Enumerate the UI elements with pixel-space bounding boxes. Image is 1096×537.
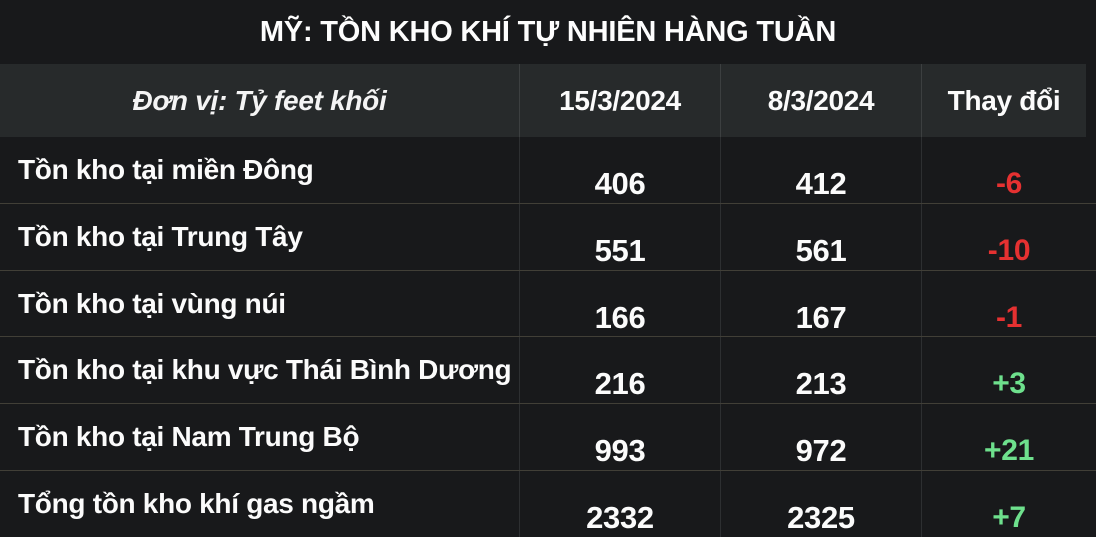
current-week-value: 993 — [519, 404, 720, 471]
row-label: Tổng tồn kho khí gas ngầm — [18, 488, 375, 520]
previous-week-value: 167 — [720, 270, 921, 337]
header-right-gap — [1086, 64, 1096, 137]
change-value: -6 — [921, 137, 1096, 203]
change-value: +3 — [921, 337, 1096, 404]
current-week-value: 406 — [519, 137, 720, 203]
previous-week-value: 561 — [720, 203, 921, 270]
unit-label: Đơn vị: Tỷ feet khối — [0, 64, 519, 137]
change-value: -10 — [921, 203, 1096, 270]
table-row: Tổng tồn kho khí gas ngầm 2332 2325 +7 — [0, 470, 1096, 537]
column-header-current-week: 15/3/2024 — [519, 64, 720, 137]
change-value: -1 — [921, 270, 1096, 337]
table-header-row: Đơn vị: Tỷ feet khối 15/3/2024 8/3/2024 … — [0, 64, 1096, 137]
row-label: Tồn kho tại miền Đông — [18, 153, 314, 185]
table-row: Tồn kho tại vùng núi 166 167 -1 — [0, 269, 1096, 337]
table-row: Tồn kho tại miền Đông 406 412 -6 — [0, 137, 1096, 203]
column-header-previous-week: 8/3/2024 — [720, 64, 921, 137]
change-value: +7 — [921, 471, 1096, 537]
previous-week-value: 2325 — [720, 471, 921, 537]
change-value: +21 — [921, 404, 1096, 471]
page-title: MỸ: TỒN KHO KHÍ TỰ NHIÊN HÀNG TUẦN — [259, 15, 837, 48]
current-week-value: 551 — [519, 203, 720, 270]
row-label: Tồn kho tại Nam Trung Bộ — [18, 421, 360, 453]
current-week-value: 2332 — [519, 471, 720, 537]
previous-week-value: 972 — [720, 404, 921, 471]
previous-week-value: 412 — [720, 137, 921, 203]
previous-week-value: 213 — [720, 337, 921, 404]
table-row: Tồn kho tại khu vực Thái Bình Dương 216 … — [0, 336, 1096, 404]
column-header-change: Thay đổi — [921, 64, 1086, 137]
table-row: Tồn kho tại Nam Trung Bộ 993 972 +21 — [0, 403, 1096, 471]
title-bar: MỸ: TỒN KHO KHÍ TỰ NHIÊN HÀNG TUẦN — [0, 0, 1096, 64]
row-label: Tồn kho tại Trung Tây — [18, 220, 303, 252]
row-label: Tồn kho tại khu vực Thái Bình Dương — [18, 354, 512, 386]
table-row: Tồn kho tại Trung Tây 551 561 -10 — [0, 202, 1096, 270]
current-week-value: 166 — [519, 270, 720, 337]
current-week-value: 216 — [519, 337, 720, 404]
row-label: Tồn kho tại vùng núi — [18, 287, 286, 319]
